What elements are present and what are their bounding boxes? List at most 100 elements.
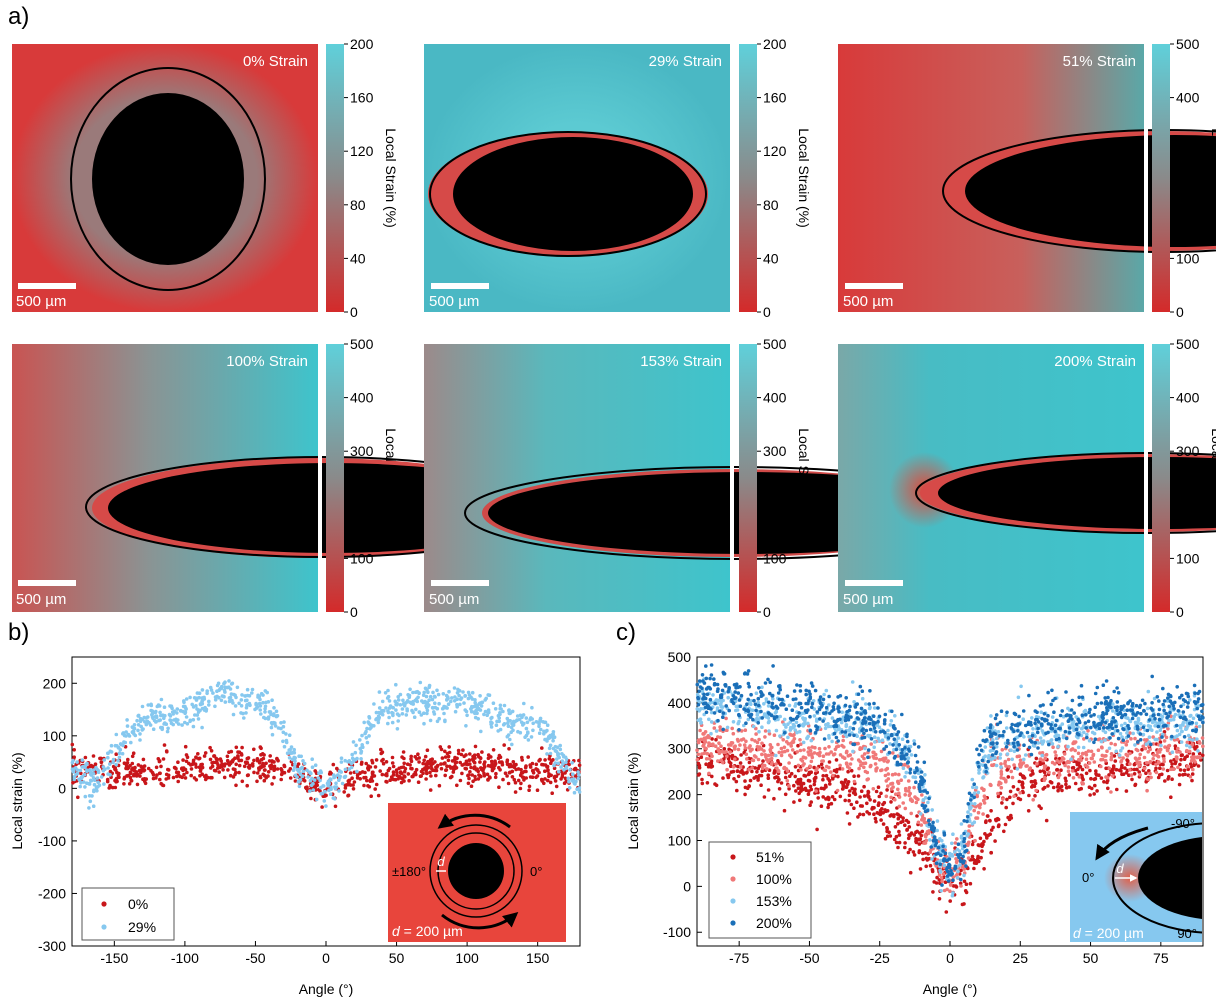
data-point — [1115, 708, 1119, 713]
data-point — [321, 784, 325, 788]
data-point — [397, 766, 402, 771]
data-point — [738, 685, 742, 689]
data-point — [1004, 805, 1008, 810]
data-point — [829, 801, 834, 806]
data-point — [402, 761, 407, 766]
data-point — [841, 784, 845, 788]
data-point — [352, 780, 357, 784]
data-point — [769, 753, 773, 757]
data-point — [915, 829, 919, 834]
data-point — [744, 739, 748, 744]
data-point — [1081, 725, 1085, 730]
data-point — [842, 756, 847, 760]
data-point — [129, 778, 133, 783]
data-point — [1089, 714, 1093, 718]
data-point — [556, 761, 560, 766]
data-point — [543, 758, 547, 762]
data-point — [426, 761, 431, 766]
data-point — [370, 723, 374, 728]
data-point — [183, 776, 188, 780]
data-point — [346, 782, 350, 787]
data-point — [994, 713, 999, 717]
data-point — [1112, 754, 1117, 758]
data-point — [380, 750, 385, 754]
data-point — [873, 740, 877, 744]
data-point — [865, 801, 869, 806]
data-point — [391, 777, 396, 782]
data-point — [391, 764, 396, 769]
data-point — [704, 746, 708, 751]
data-point — [546, 778, 550, 783]
scale-bar-label: 500 µm — [16, 591, 66, 608]
data-point — [79, 780, 83, 785]
data-point — [875, 811, 880, 815]
data-point — [742, 743, 747, 747]
data-point — [534, 767, 538, 771]
data-point — [388, 704, 393, 708]
data-point — [863, 769, 868, 774]
data-point — [139, 765, 144, 769]
data-point — [391, 705, 396, 710]
data-point — [347, 767, 352, 771]
data-point — [925, 790, 930, 795]
data-point — [162, 743, 167, 747]
data-point — [856, 741, 860, 746]
data-point — [770, 701, 775, 706]
data-point — [720, 688, 725, 693]
data-point — [488, 775, 492, 780]
data-point — [342, 790, 347, 794]
data-point — [114, 732, 119, 737]
data-point — [473, 774, 477, 779]
data-point — [743, 792, 747, 797]
data-point — [845, 811, 850, 815]
data-point — [219, 684, 224, 689]
data-point — [1019, 684, 1023, 689]
data-point — [540, 746, 544, 750]
data-point — [314, 797, 319, 802]
data-point — [965, 848, 969, 853]
data-point — [967, 840, 971, 845]
data-point — [898, 814, 903, 819]
data-point — [852, 774, 856, 778]
data-point — [187, 761, 191, 766]
data-point — [1109, 755, 1114, 759]
data-point — [394, 708, 398, 712]
data-point — [528, 763, 532, 767]
data-point — [766, 788, 771, 792]
data-point — [908, 847, 912, 852]
data-point — [815, 827, 819, 832]
data-point — [127, 782, 132, 786]
data-point — [994, 817, 998, 822]
data-point — [180, 775, 184, 780]
data-point — [105, 779, 110, 784]
data-point — [1115, 787, 1119, 792]
data-point — [739, 738, 744, 742]
data-point — [827, 745, 831, 749]
data-point — [236, 754, 240, 759]
data-point — [244, 711, 248, 715]
data-point — [750, 766, 754, 770]
data-point — [803, 774, 808, 778]
data-point — [568, 768, 572, 772]
data-point — [503, 771, 508, 775]
data-point — [85, 761, 89, 766]
data-point — [1124, 743, 1129, 747]
data-point — [432, 694, 437, 699]
data-point — [1032, 784, 1037, 789]
data-point — [808, 803, 812, 807]
data-point — [1077, 732, 1081, 737]
data-point — [705, 781, 710, 785]
data-point — [1129, 773, 1134, 777]
data-point — [725, 754, 729, 758]
data-point — [434, 773, 438, 778]
data-point — [137, 768, 142, 773]
data-point — [894, 747, 899, 752]
data-point — [229, 692, 234, 696]
data-point — [165, 729, 170, 734]
data-point — [1113, 742, 1117, 747]
data-point — [892, 737, 897, 741]
data-point — [738, 770, 743, 774]
series-0% — [70, 742, 582, 809]
data-point — [470, 705, 474, 710]
data-point — [1145, 788, 1149, 793]
